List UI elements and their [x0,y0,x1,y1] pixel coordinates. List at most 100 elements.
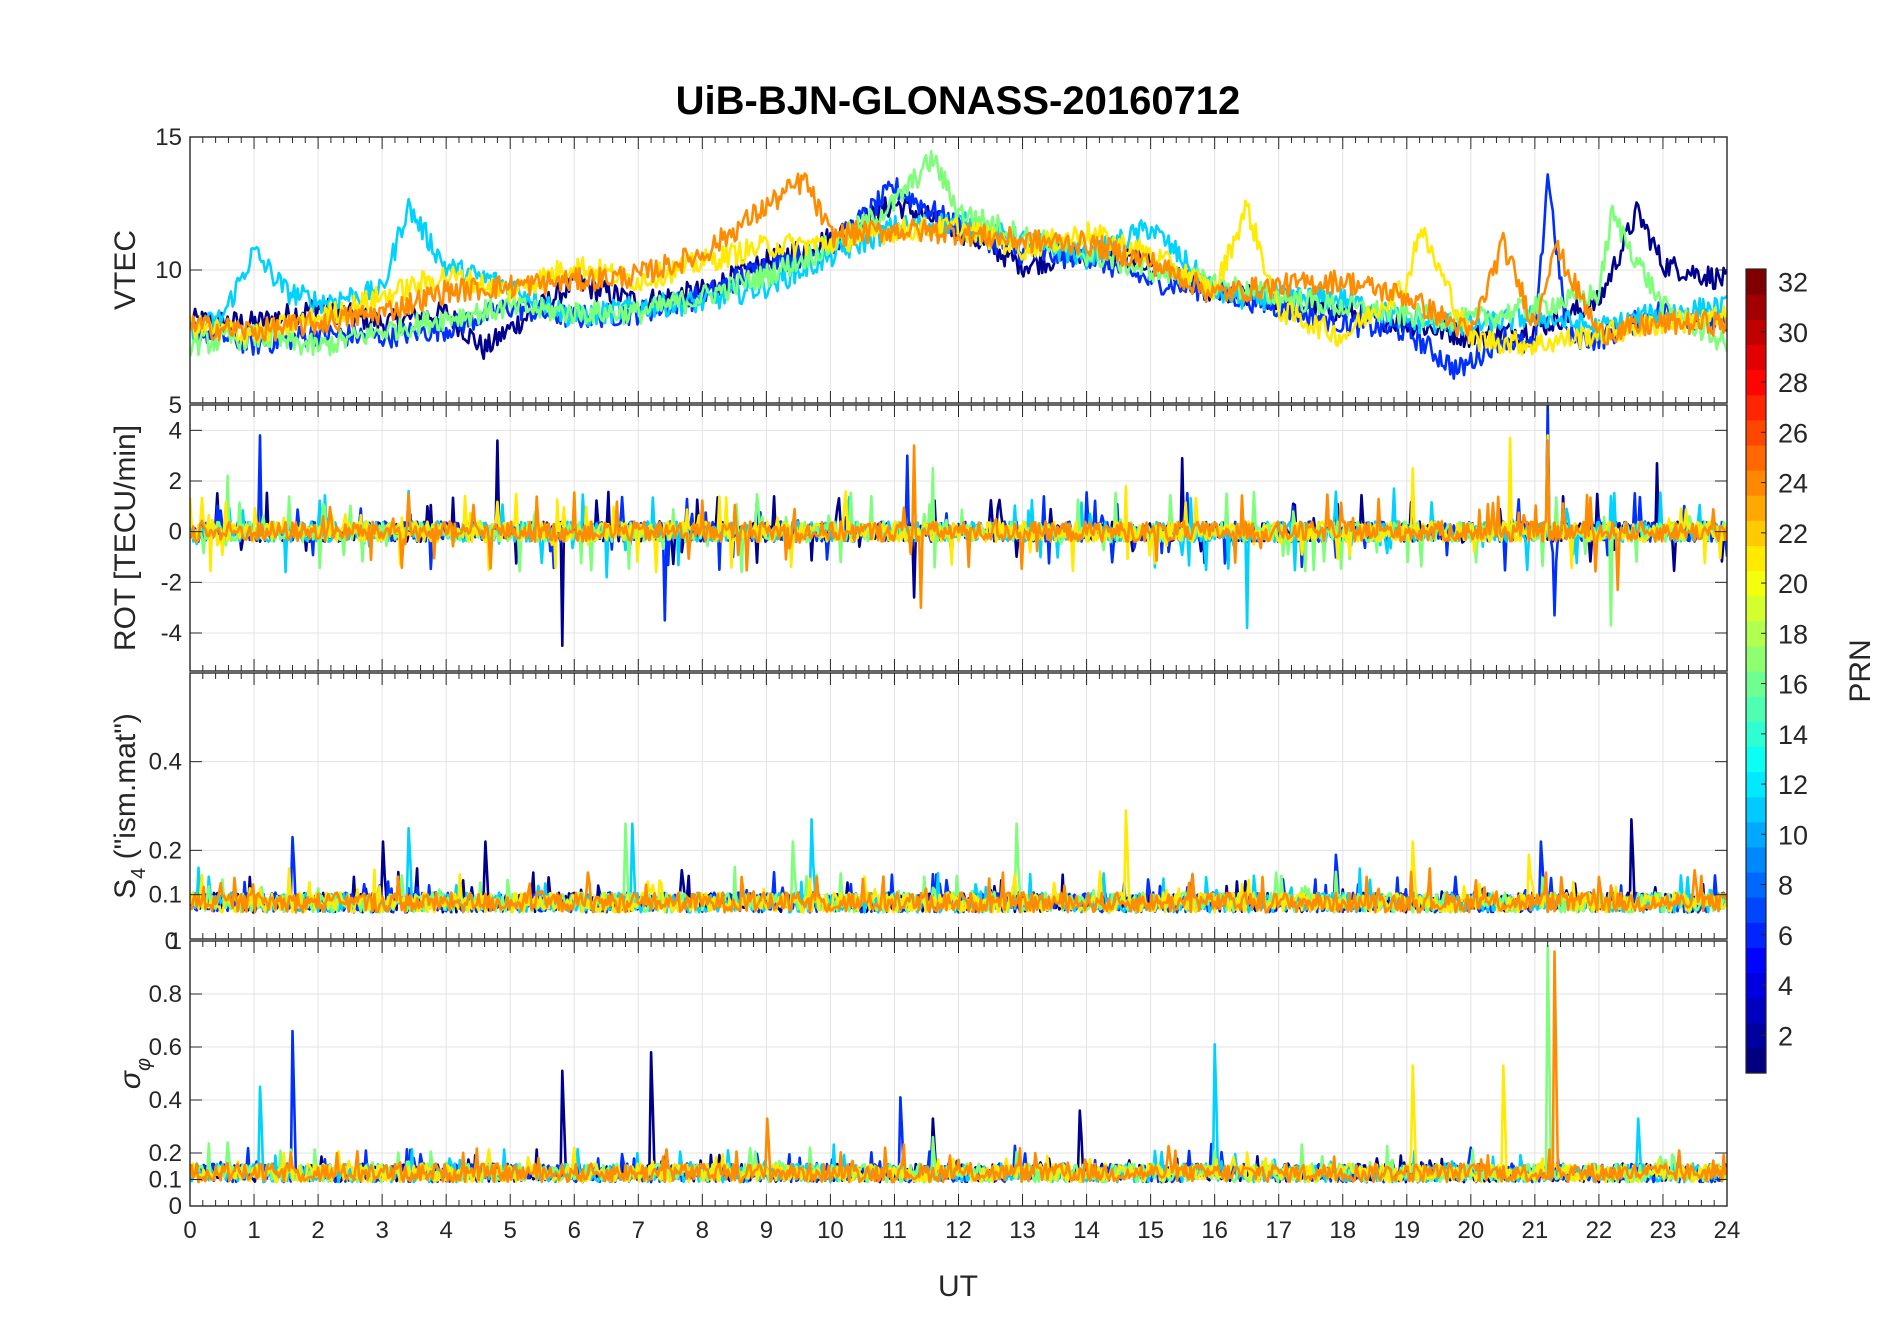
y-tick-label-sigma: 0.8 [149,981,182,1008]
y-tick-label-s4: 0.2 [149,837,182,864]
series-line-prn-23-sigma [190,950,1727,1184]
colorbar-band [1746,997,1766,1024]
tick-marks-sigma [189,940,1728,1207]
colorbar-tick-label: 2 [1778,1021,1793,1051]
y-tick-label-sigma: 0 [169,1193,182,1220]
x-tick-label: 18 [1329,1217,1356,1244]
series-group-vtec [190,149,1727,380]
x-tick-label: 2 [311,1217,324,1244]
x-tick-label: 11 [882,1217,907,1244]
panel-s4: 0.1 0.2 0.4S4 ("ism.mat") [109,672,1728,940]
x-tick-label: 16 [1201,1217,1228,1244]
colorbar-band [1746,369,1766,396]
colorbar-band [1746,269,1766,295]
y-tick-label-rot: 5 [169,392,182,419]
tick-marks-vtec [189,136,1728,403]
series-group-sigma [190,945,1727,1184]
series-group-rot [190,405,1727,647]
x-tick-label: 4 [439,1217,452,1244]
colorbar-tick-label: 32 [1778,268,1808,298]
panel-vtec: 10 15 VTEC [109,124,1728,404]
y-tick-label-s4: 0.4 [149,749,182,776]
y-tick-label-vtec: 15 [155,124,182,151]
colorbar-band [1746,495,1766,521]
series-line-prn-23-rot [190,439,1727,609]
colorbar-band [1746,846,1766,873]
colorbar-band [1746,721,1766,747]
colorbar-tick-label: 28 [1778,368,1808,398]
y-tick-label-vtec: 10 [155,257,182,284]
x-tick-label: 19 [1393,1217,1420,1244]
colorbar-band [1746,394,1766,421]
x-tick-label: 15 [1137,1217,1164,1244]
colorbar-band [1746,645,1766,672]
y-tick-label-sigma: 0.1 [149,1167,182,1194]
colorbar-band [1746,872,1766,898]
colorbar-band [1746,344,1766,371]
y-tick-label-s4: 0.1 [149,882,182,909]
x-tick-label: 22 [1586,1217,1613,1244]
colorbar-tick-label: 14 [1778,720,1808,750]
x-tick-label: 0 [183,1217,196,1244]
x-tick-label: 23 [1650,1217,1677,1244]
colorbar-frame [1745,268,1767,1074]
colorbar-band [1746,620,1766,647]
y-axis-label-rot: ROT [TECU/min] [109,425,142,651]
y-tick-label-rot: 2 [169,468,182,495]
y-tick-label-sigma: 0.2 [149,1140,182,1167]
colorbar-tick-label: 10 [1778,820,1808,850]
x-tick-label: 8 [696,1217,709,1244]
colorbar-band [1746,696,1766,722]
x-tick-label: 3 [375,1217,388,1244]
series-line-prn-16-vtec [190,149,1727,357]
y-tick-label-rot: 0 [169,519,182,546]
x-tick-label: 17 [1265,1217,1292,1244]
colorbar-tick-label: 12 [1778,770,1808,800]
colorbar-band [1746,444,1766,471]
colorbar-band [1746,545,1766,572]
y-axis-label-sigma: σφ [114,1058,155,1089]
y-tick-label-sigma-overlap: 0 [165,928,178,955]
colorbar-tick-label: 16 [1778,670,1808,700]
colorbar-tick-label: 8 [1778,871,1793,901]
colorbar-band [1746,897,1766,923]
colorbar-band [1746,1022,1766,1049]
colorbar-tick-label: 30 [1778,318,1808,348]
series-line-prn-23-vtec [190,172,1727,346]
x-tick-label: 21 [1522,1217,1549,1244]
x-tick-label: 12 [945,1217,972,1244]
series-group-s4 [190,809,1727,914]
colorbar-tick-label: 4 [1778,971,1793,1001]
x-axis-ticks: 0 1 2 3 4 5 6 7 8 9 10 11 12 13 14 15 16 17 18 19 20 21 22 23 24 [183,1217,1740,1244]
colorbar-band [1746,771,1766,798]
colorbar-band [1746,520,1766,546]
series-line-prn-6-vtec [190,173,1727,380]
colorbar-tick-label: 20 [1778,569,1808,599]
colorbar-band [1746,1047,1766,1074]
y-tick-label-rot: -2 [161,569,182,596]
x-tick-label: 6 [568,1217,581,1244]
y-axis-label-s4: S4 ("ism.mat") [109,713,150,899]
colorbar-band [1746,319,1766,345]
colorbar-band [1746,796,1766,823]
x-tick-label: 13 [1009,1217,1036,1244]
colorbar-band [1746,947,1766,974]
colorbar-tick-label: 22 [1778,519,1808,549]
colorbar-band [1746,671,1766,697]
x-axis-label: UT [938,1270,978,1303]
tick-marks-rot [189,404,1728,671]
y-tick-label-sigma: 1 [169,928,182,955]
colorbar-band [1746,746,1766,773]
colorbar-band [1746,570,1766,597]
colorbar-band [1746,294,1766,320]
colorbar-band [1746,470,1766,496]
colorbar-tick-label: 26 [1778,418,1808,448]
colorbar-label: PRN [1844,639,1877,702]
series-line-prn-23-s4 [190,867,1727,914]
x-tick-label: 20 [1457,1217,1484,1244]
panel-rot: -4 -2 0 2 45 ROT [TECU/min] [109,392,1728,672]
